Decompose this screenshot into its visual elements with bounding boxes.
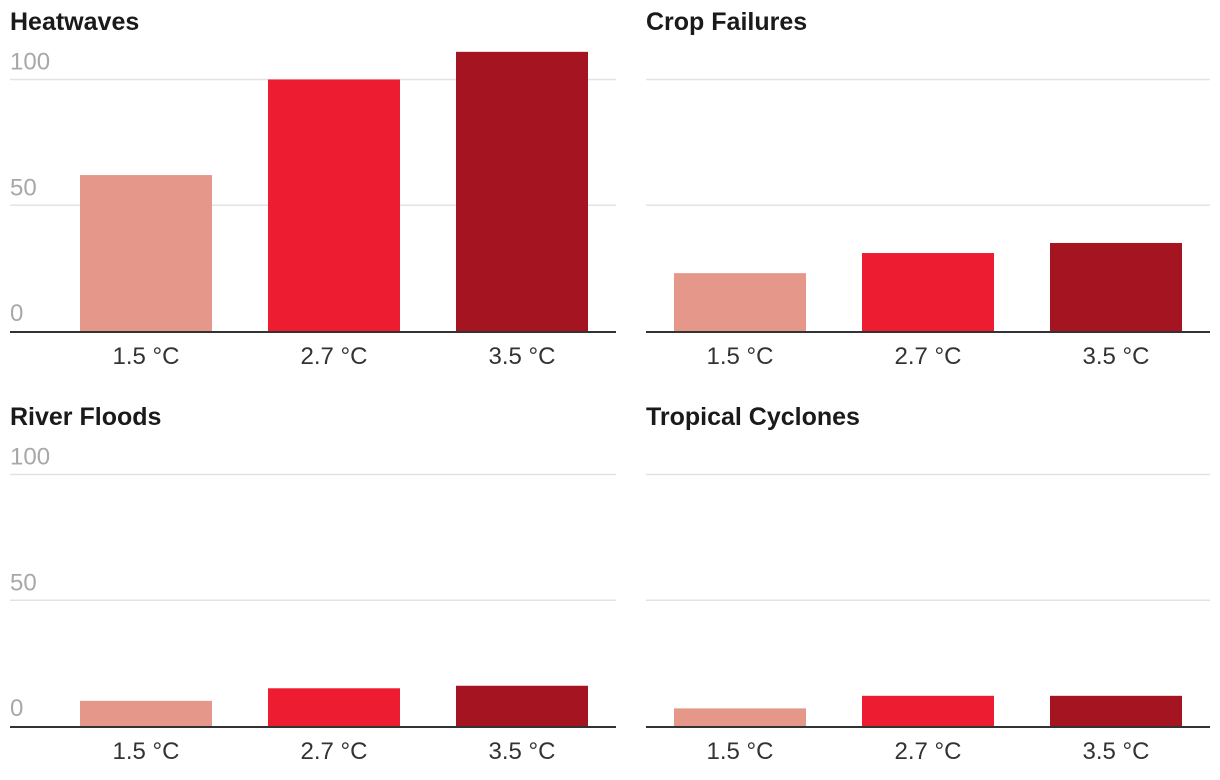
x-tick-label: 1.5 °C bbox=[707, 343, 774, 370]
x-tick-label: 1.5 °C bbox=[113, 343, 180, 370]
bar-1.5 bbox=[674, 273, 806, 331]
bar-2.7 bbox=[268, 79, 400, 331]
y-tick-label: 50 bbox=[10, 174, 37, 201]
x-tick-label: 1.5 °C bbox=[707, 738, 774, 765]
bar-1.5 bbox=[80, 175, 212, 331]
x-tick-label: 1.5 °C bbox=[113, 738, 180, 765]
y-tick-label: 100 bbox=[10, 49, 50, 76]
bar-1.5 bbox=[80, 700, 212, 726]
y-tick-label: 0 bbox=[10, 695, 23, 722]
y-tick-label: 0 bbox=[10, 300, 23, 327]
x-tick-label: 3.5 °C bbox=[1083, 343, 1150, 370]
bar-3.5 bbox=[1050, 242, 1182, 331]
x-tick-label: 3.5 °C bbox=[489, 738, 556, 765]
x-tick-label: 2.7 °C bbox=[895, 738, 962, 765]
bar-2.7 bbox=[862, 253, 994, 331]
chart-panel-tropical-cyclones: Tropical Cyclones 1.5 °C 2.7 °C 3.5 °C bbox=[646, 403, 1210, 765]
y-tick-label: 100 bbox=[10, 444, 50, 471]
chart-title: River Floods bbox=[10, 403, 161, 431]
bar-3.5 bbox=[456, 51, 588, 332]
bar-2.7 bbox=[268, 688, 400, 726]
x-tick-label: 3.5 °C bbox=[1083, 738, 1150, 765]
x-tick-label: 2.7 °C bbox=[301, 738, 368, 765]
bar-3.5 bbox=[1050, 695, 1182, 726]
bar-2.7 bbox=[862, 695, 994, 726]
chart-panel-crop-failures: Crop Failures 1.5 °C 2.7 °C 3.5 °C bbox=[646, 8, 1210, 370]
y-tick-label: 50 bbox=[10, 569, 37, 596]
bar-3.5 bbox=[456, 685, 588, 726]
bar-1.5 bbox=[674, 708, 806, 726]
chart-panel-river-floods: River Floods 0 50 100 1.5 °C 2.7 °C 3.5 °C bbox=[10, 403, 616, 765]
chart-title: Heatwaves bbox=[10, 8, 139, 36]
x-tick-label: 2.7 °C bbox=[301, 343, 368, 370]
chart-title: Crop Failures bbox=[646, 8, 807, 36]
chart-title: Tropical Cyclones bbox=[646, 403, 860, 431]
x-tick-label: 2.7 °C bbox=[895, 343, 962, 370]
x-tick-label: 3.5 °C bbox=[489, 343, 556, 370]
chart-panel-heatwaves: Heatwaves 0 50 100 1.5 °C 2.7 °C 3.5 °C bbox=[10, 8, 616, 370]
